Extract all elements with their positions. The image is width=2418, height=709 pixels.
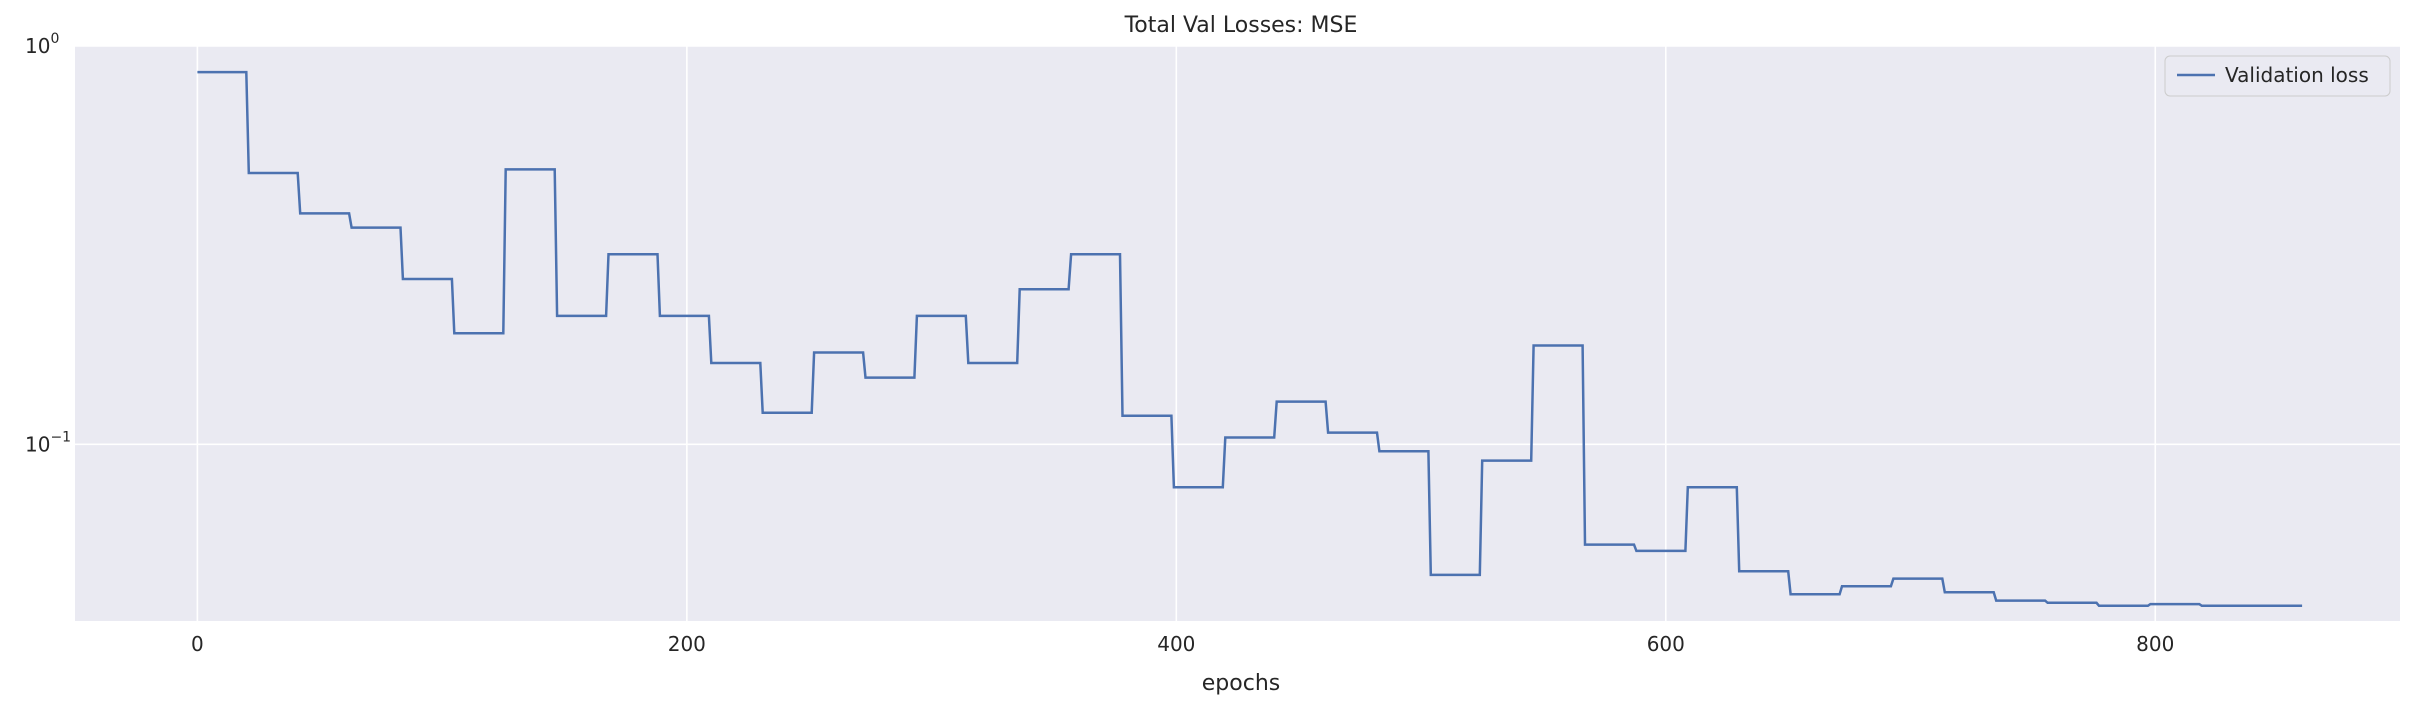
y-tick-labels: 100 10−1 [25,31,71,456]
legend-box [2164,55,2391,97]
x-axis-label: epochs [1202,671,1280,696]
grid [75,45,2400,621]
y-tick-label-0: 100 [25,31,59,58]
x-tick-label-200: 200 [668,632,706,656]
x-tick-label-400: 400 [1157,632,1195,656]
legend: Validation loss [2164,55,2391,97]
series-layer [197,70,2303,608]
x-tick-label-600: 600 [1647,632,1685,656]
chart-title: Total Val Losses: MSE [1124,13,1358,38]
x-tick-label-800: 800 [2136,632,2174,656]
x-tick-label-0: 0 [191,632,204,656]
x-tick-labels: 0 200 400 600 800 [191,632,2174,656]
plot-area [75,46,2400,621]
legend-label-validation-loss: Validation loss [2225,63,2369,87]
series-line-validation-loss [197,70,2303,608]
y-tick-label-1: 10−1 [25,429,71,456]
